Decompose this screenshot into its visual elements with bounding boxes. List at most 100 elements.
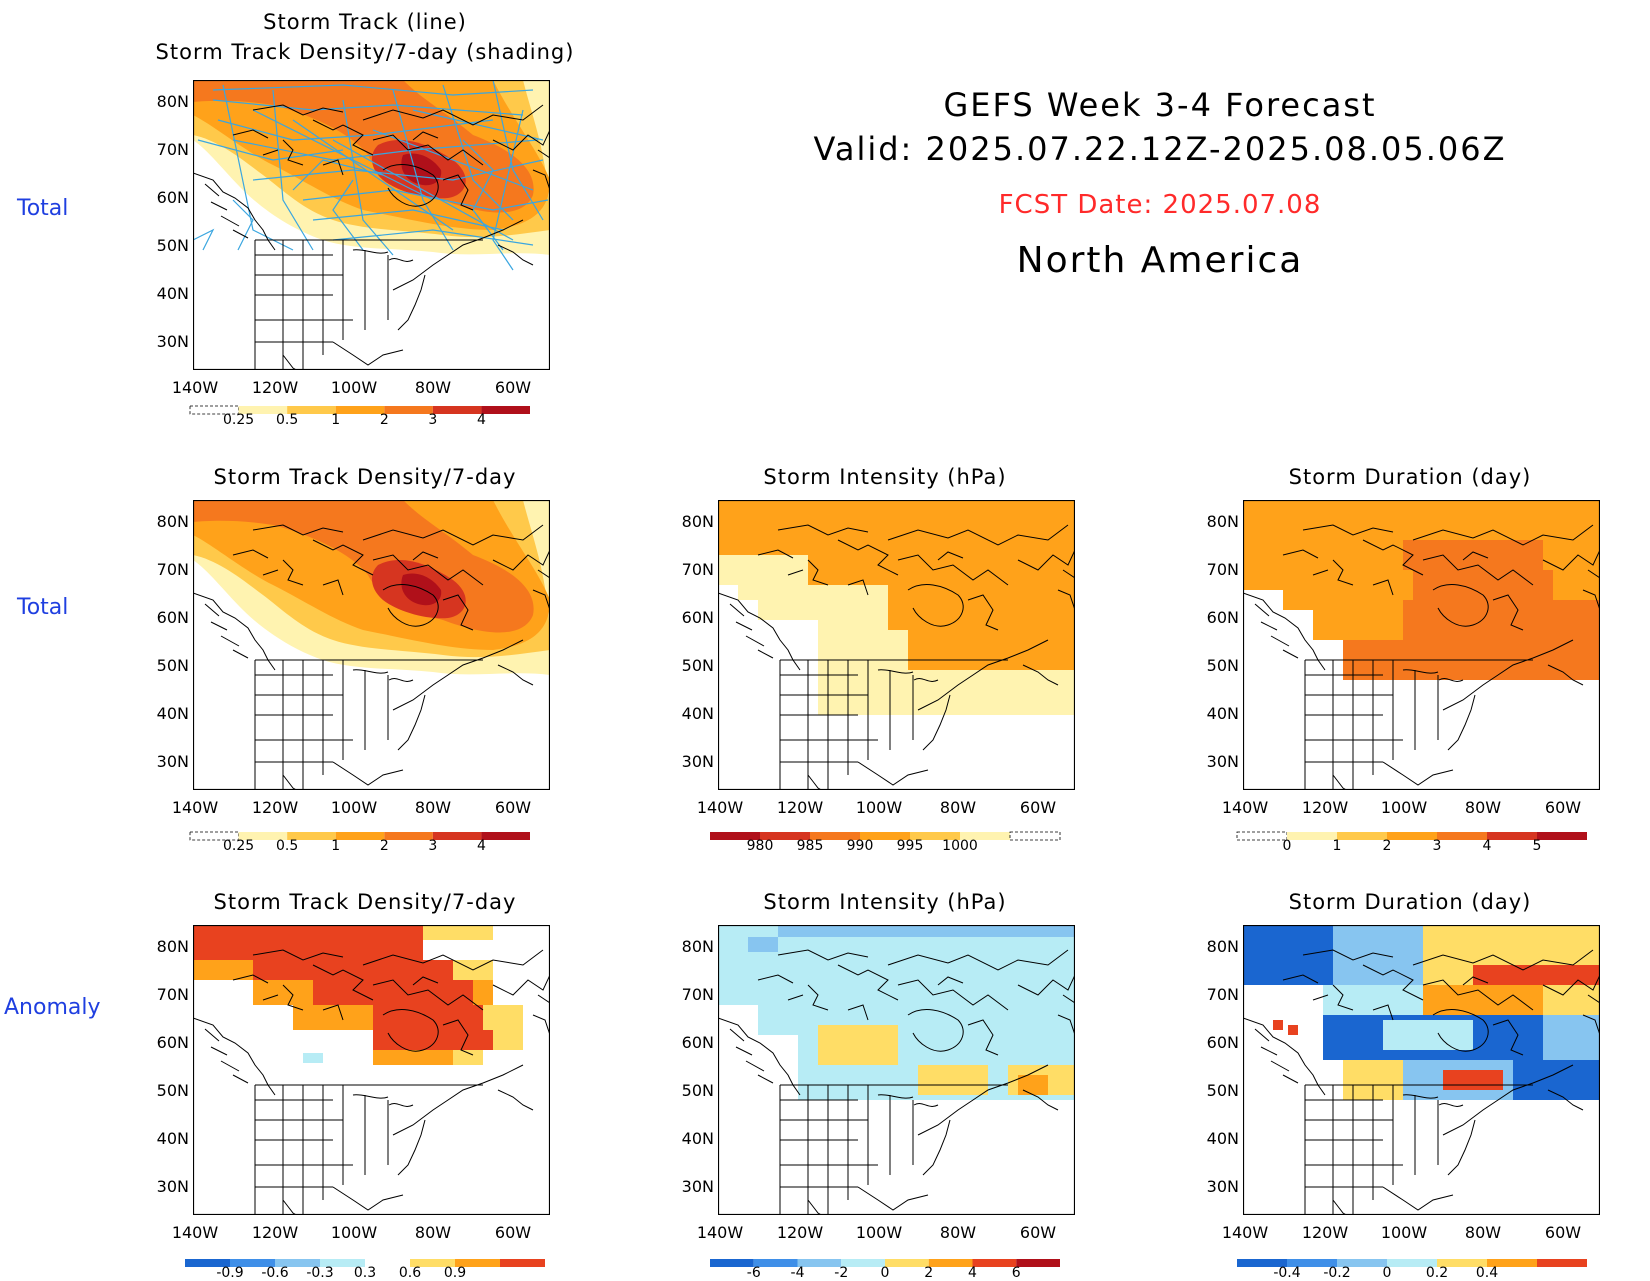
lat-tick-label: 40N (681, 1129, 714, 1148)
lon-tick-label: 120W (251, 378, 299, 397)
lat-tick-label: 30N (156, 752, 189, 771)
lat-tick-label: 40N (1206, 704, 1239, 723)
colorbar-label: 1 (331, 838, 341, 854)
lon-tick-label: 100W (855, 1223, 903, 1242)
duration-anom-map (1243, 925, 1600, 1215)
lat-tick-label: 70N (156, 985, 189, 1004)
lat-tick-label: 30N (1206, 752, 1239, 771)
storm-track-map (193, 80, 550, 370)
lon-tick-label: 60W (1019, 798, 1057, 817)
lon-tick-label: 100W (855, 798, 903, 817)
density-anom-colorbar: -0.9 -0.6 -0.3 0.3 0.6 0.9 (170, 1255, 560, 1281)
colorbar-label: 4 (1482, 838, 1492, 854)
storm-track-line (342, 99, 394, 256)
colorbar-label: 0.6 (398, 1265, 422, 1281)
duration-total-map (1243, 500, 1600, 790)
p7-svg (1243, 925, 1600, 1215)
colorbar-label: 0.5 (276, 838, 299, 854)
intensity-total-title: Storm Intensity (hPa) (763, 465, 1007, 489)
lon-tick-label: 140W (171, 378, 219, 397)
lat-tick-label: 60N (1206, 608, 1239, 627)
storm-track-line (212, 99, 524, 116)
lat-tick-label: 70N (681, 560, 714, 579)
colorbar-swatches (710, 831, 1061, 841)
colorbar-label: 6 (1011, 1265, 1021, 1281)
colorbar-swatches (1237, 1259, 1587, 1267)
lon-tick-label: 120W (1301, 798, 1349, 817)
lat-tick-label: 40N (681, 704, 714, 723)
lon-tick-label: 60W (1544, 798, 1582, 817)
colorbar-label: 1000 (942, 838, 978, 854)
lat-tick-label: 40N (156, 704, 189, 723)
storm-track-line (332, 229, 534, 246)
colorbar-label: -4 (790, 1265, 805, 1281)
storm-track-line (193, 228, 215, 251)
storm-track-line (302, 189, 549, 211)
colorbar-label: 5 (1532, 838, 1542, 854)
lat-tick-label: 80N (156, 512, 189, 531)
lon-tick-label: 60W (1019, 1223, 1057, 1242)
p5-svg (193, 925, 550, 1215)
colorbar-label: 0 (1382, 1265, 1392, 1281)
row-label-total-1: Total (17, 196, 69, 221)
colorbar-label: 0.3 (353, 1265, 377, 1281)
colorbar-label: -0.6 (261, 1265, 289, 1281)
colorbar-swatches (710, 1259, 1060, 1267)
density-anom-map (193, 925, 550, 1215)
lon-tick-label: 120W (1301, 1223, 1349, 1242)
storm-track-line (252, 159, 544, 181)
colorbar-label: -0.4 (1273, 1265, 1301, 1281)
lat-tick-label: 70N (681, 985, 714, 1004)
colorbar-label: 3 (428, 412, 438, 428)
storm-track-line (217, 119, 494, 141)
lon-tick-label: 100W (330, 378, 378, 397)
lat-tick-label: 30N (156, 332, 189, 351)
colorbar-label: 0 (880, 1265, 890, 1281)
intensity-anom-colorbar: -6 -4 -2 0 2 4 6 (695, 1255, 1075, 1281)
lat-tick-label: 70N (1206, 560, 1239, 579)
colorbar-label: 1 (331, 412, 341, 428)
density-total-colorbar: 0.25 0.5 1 2 3 4 (175, 828, 545, 854)
lat-tick-label: 60N (156, 188, 189, 207)
lon-tick-label: 120W (251, 1223, 299, 1242)
lat-tick-label: 50N (681, 1081, 714, 1100)
lon-tick-label: 140W (1221, 1223, 1269, 1242)
duration-anom-colorbar: -0.4 -0.2 0 0.2 0.4 (1222, 1255, 1602, 1281)
intensity-anom-map (718, 925, 1075, 1215)
lon-tick-label: 100W (330, 798, 378, 817)
storm-track-line (272, 89, 314, 251)
colorbar-label: 0 (1282, 838, 1292, 854)
lon-tick-label: 60W (494, 798, 532, 817)
colorbar-label: 3 (1432, 838, 1442, 854)
colorbar-label: -6 (746, 1265, 761, 1281)
lon-tick-label: 60W (494, 1223, 532, 1242)
lat-tick-label: 30N (681, 1177, 714, 1196)
storm-track-line (332, 179, 364, 251)
colorbar-label: 2 (379, 412, 389, 428)
lon-tick-label: 80W (1464, 1223, 1502, 1242)
colorbar-label: 990 (846, 838, 874, 854)
lat-tick-label: 80N (1206, 512, 1239, 531)
colorbar-label: 0.5 (276, 412, 299, 428)
colorbar-label: -0.3 (306, 1265, 334, 1281)
region-title: North America (1016, 240, 1304, 281)
colorbar-label: 1 (1332, 838, 1342, 854)
colorbar-swatches (189, 831, 530, 841)
lon-tick-label: 80W (1464, 798, 1502, 817)
colorbar-label: 4 (968, 1265, 977, 1281)
lon-tick-label: 140W (696, 798, 744, 817)
storm-track-line (292, 159, 384, 191)
lat-tick-label: 70N (156, 140, 189, 159)
p2-svg (193, 500, 550, 790)
lat-tick-label: 60N (1206, 1033, 1239, 1052)
lat-tick-label: 60N (156, 1033, 189, 1052)
colorbar-swatches (1236, 831, 1587, 841)
lon-tick-label: 80W (414, 378, 452, 397)
lon-tick-label: 120W (776, 1223, 824, 1242)
lat-tick-label: 50N (156, 656, 189, 675)
lat-tick-label: 80N (1206, 937, 1239, 956)
lat-tick-label: 40N (156, 1129, 189, 1148)
lat-tick-label: 30N (156, 1177, 189, 1196)
colorbar-label: 0.9 (443, 1265, 467, 1281)
lon-tick-label: 80W (414, 798, 452, 817)
